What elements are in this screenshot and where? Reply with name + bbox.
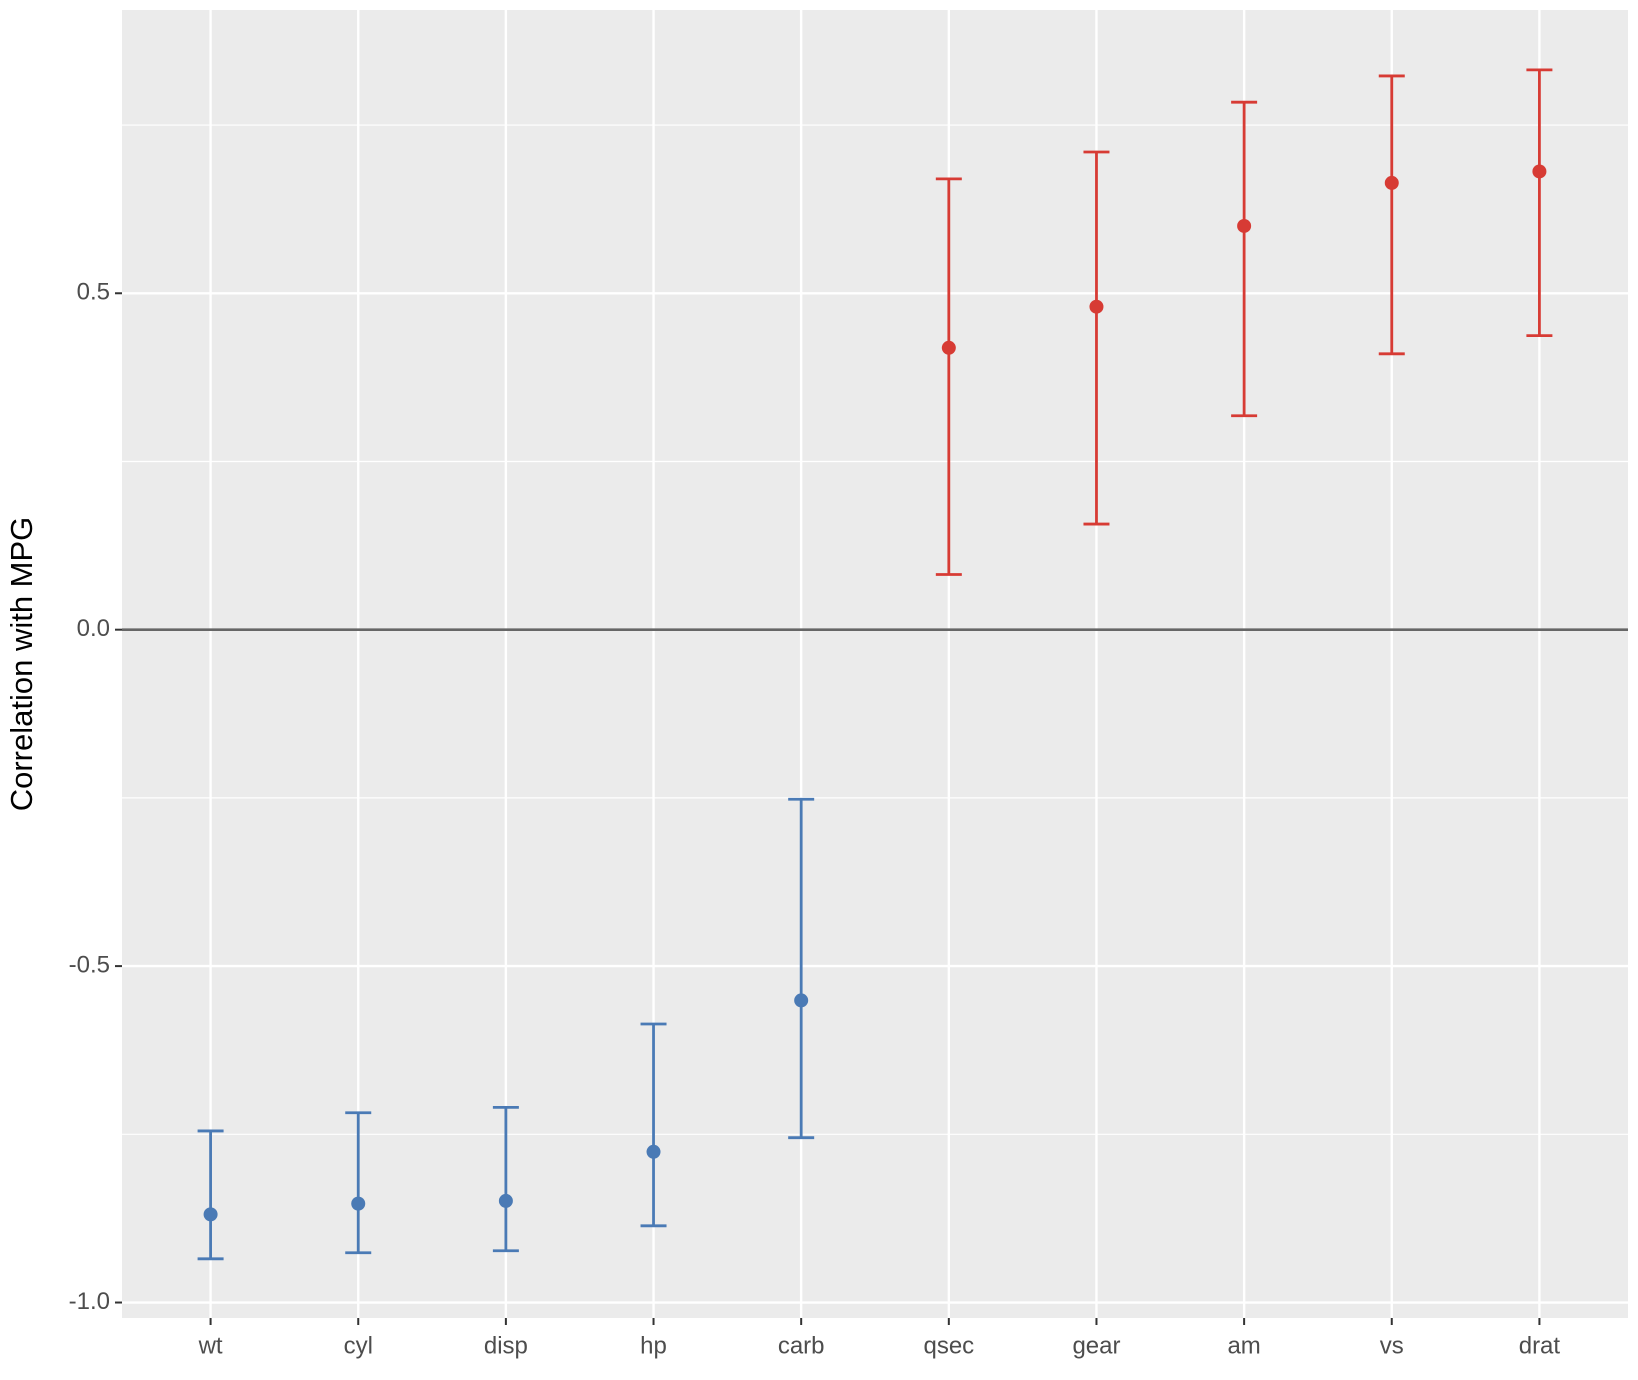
x-tick-label: cyl [344, 1332, 373, 1359]
x-tick-label: am [1227, 1332, 1260, 1359]
point [351, 1196, 366, 1211]
y-tick-label: 0.5 [77, 279, 110, 306]
point [1089, 299, 1104, 314]
x-tick-label: vs [1380, 1332, 1404, 1359]
point [1237, 218, 1252, 233]
y-axis-title: Correlation with MPG [4, 517, 39, 812]
y-tick-label: -0.5 [69, 951, 110, 978]
point [1384, 175, 1399, 190]
y-tick-label: -1.0 [69, 1288, 110, 1315]
point [498, 1193, 513, 1208]
y-tick-label: 0.0 [77, 615, 110, 642]
point [794, 993, 809, 1008]
point [203, 1207, 218, 1222]
x-tick-label: wt [198, 1332, 223, 1359]
point [646, 1144, 661, 1159]
panel [122, 10, 1628, 1318]
x-tick-label: gear [1072, 1332, 1120, 1359]
x-tick-label: disp [484, 1332, 528, 1359]
x-tick-label: hp [640, 1332, 667, 1359]
x-tick-label: drat [1519, 1332, 1561, 1359]
x-tick-label: qsec [923, 1332, 974, 1359]
x-tick-label: carb [778, 1332, 825, 1359]
point [1532, 164, 1547, 179]
point [941, 340, 956, 355]
